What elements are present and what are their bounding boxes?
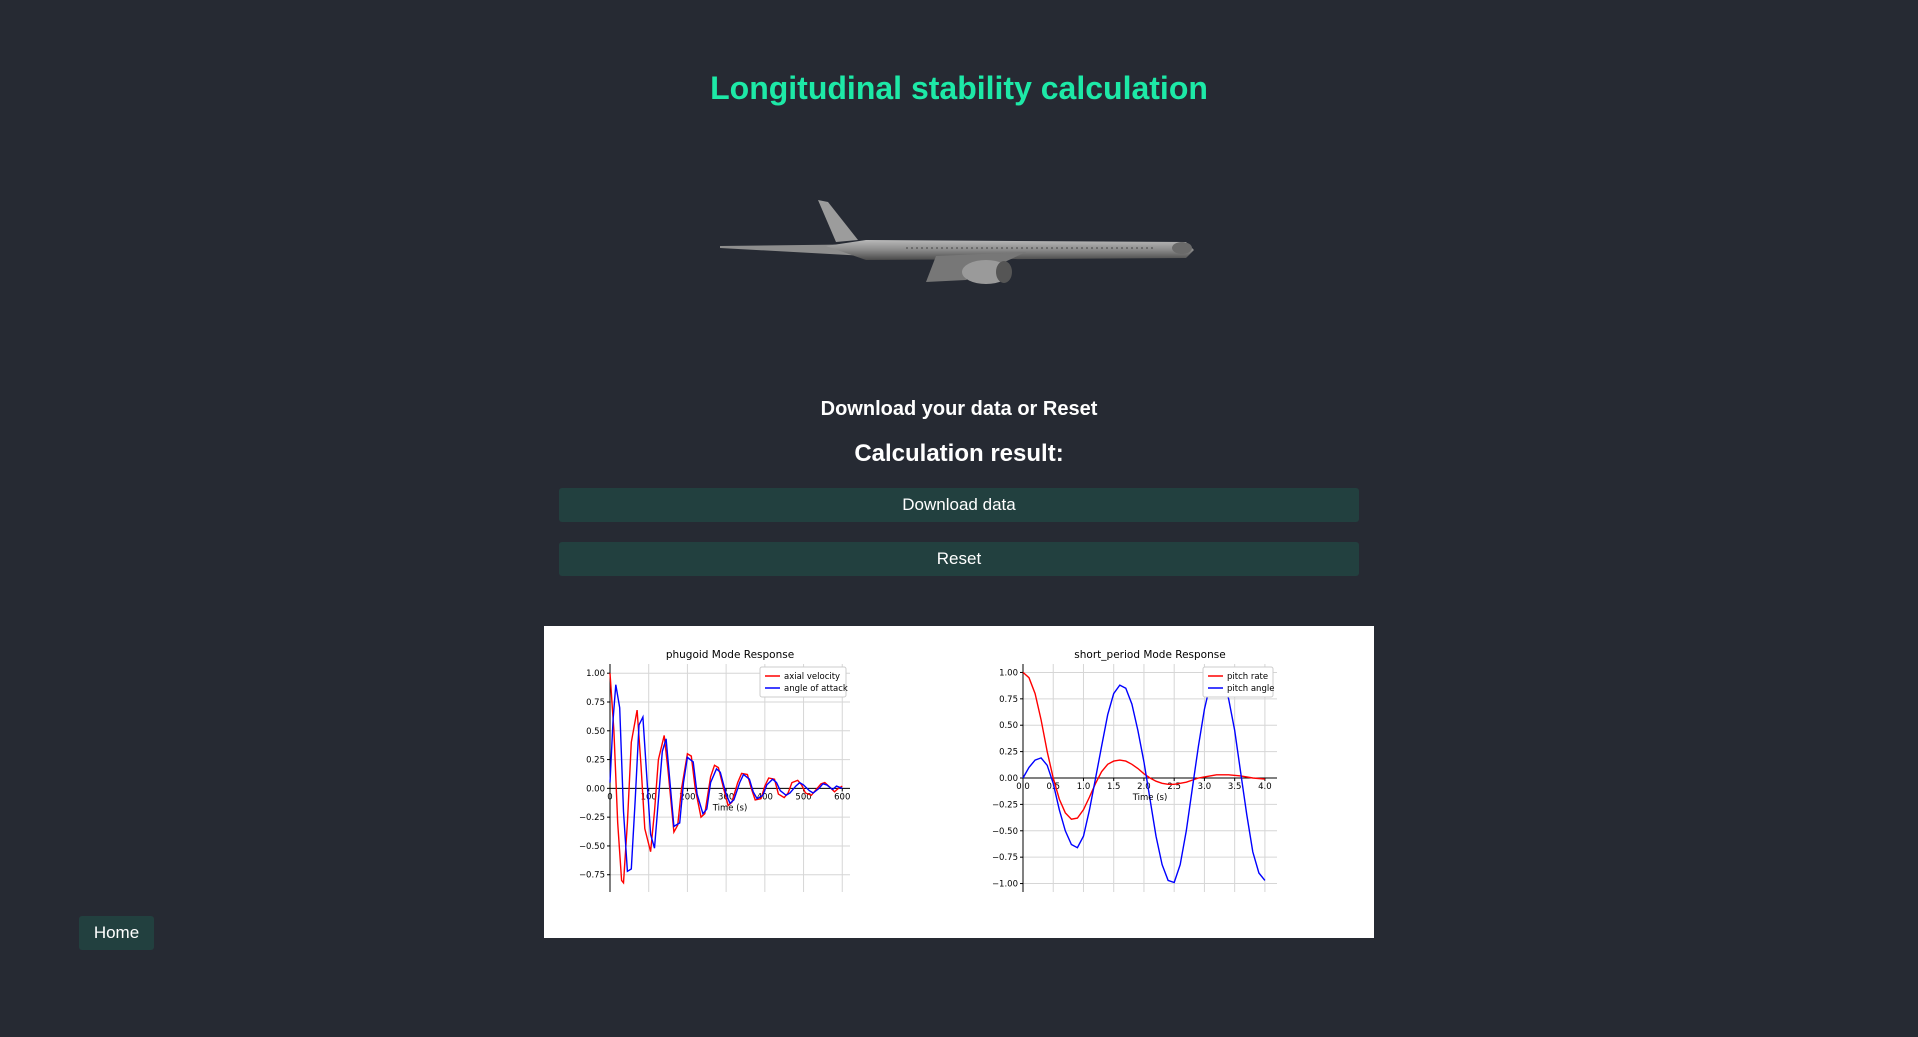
x-tick-label: 1.0 — [1077, 782, 1091, 792]
download-data-button[interactable]: Download data — [559, 488, 1359, 522]
legend-label: axial velocity — [784, 672, 840, 682]
x-tick-label: 0.0 — [1016, 782, 1030, 792]
y-tick-label: 1.00 — [586, 669, 605, 679]
page-title: Longitudinal stability calculation — [710, 70, 1208, 106]
legend-box — [759, 666, 847, 698]
x-axis-label: Time (s) — [712, 803, 748, 813]
y-tick-label: 0.50 — [999, 721, 1018, 731]
home-button[interactable]: Home — [79, 916, 154, 950]
legend-label: angle of attack — [784, 684, 848, 694]
series-line-axial-velocity — [609, 673, 843, 885]
x-tick-label: 200 — [679, 792, 695, 802]
y-tick-label: 0.75 — [586, 698, 605, 708]
charts-panel: 0 100 200 300 400 500 600 −0.75 −0.50 −0.25 0.00 0.… — [544, 626, 1374, 938]
chart-title: phugoid Mode Response — [666, 649, 794, 661]
x-tick-label: 500 — [795, 792, 811, 802]
calculation-result-heading: Calculation result: — [854, 440, 1064, 467]
x-tick-label: 0.5 — [1046, 782, 1060, 792]
y-tick-label: −0.25 — [579, 813, 605, 823]
y-tick-label: 0.25 — [999, 748, 1018, 758]
x-tick-label: 400 — [757, 792, 773, 802]
y-tick-label: 1.00 — [999, 668, 1018, 678]
y-tick-label: 0.25 — [586, 756, 605, 766]
y-tick-label: 0.00 — [586, 784, 605, 794]
chart-title: short_period Mode Response — [1074, 649, 1225, 661]
legend-label: pitch angle — [1227, 684, 1274, 694]
x-tick-label: 600 — [834, 792, 850, 802]
legend-box — [1202, 666, 1274, 698]
y-tick-label: −1.00 — [992, 880, 1018, 890]
reset-button[interactable]: Reset — [559, 542, 1359, 576]
x-tick-label: 3.5 — [1228, 782, 1242, 792]
y-tick-label: 0.50 — [586, 727, 605, 737]
x-tick-label: 2.0 — [1137, 782, 1151, 792]
x-tick-label: 1.5 — [1107, 782, 1121, 792]
y-tick-label: −0.25 — [992, 800, 1018, 810]
y-tick-label: −0.75 — [579, 871, 605, 881]
x-tick-label: 0 — [607, 792, 612, 802]
y-tick-label: 0.00 — [999, 774, 1018, 784]
download-or-reset-heading: Download your data or Reset — [820, 398, 1098, 420]
x-axis-label: Time (s) — [1132, 793, 1168, 803]
chart-1: 0 100 200 300 400 500 600−0.75−0.50−0.250.000.… — [579, 649, 850, 892]
series-line-pitch-rate — [1022, 671, 1265, 820]
x-tick-label: 2.5 — [1167, 782, 1181, 792]
y-tick-label: −0.50 — [579, 842, 605, 852]
charts-svg: 0 100 200 300 400 500 600−0.75−0.50−0.250.000.… — [579, 649, 1277, 892]
x-tick-label: 3.0 — [1198, 782, 1212, 792]
airplane-image — [720, 200, 1194, 284]
y-tick-label: −0.50 — [992, 827, 1018, 837]
y-tick-label: 0.75 — [999, 695, 1018, 705]
legend-label: pitch rate — [1227, 672, 1268, 682]
series-line-angle-of-attack — [609, 684, 843, 873]
x-tick-label: 4.0 — [1258, 782, 1272, 792]
chart-2: 0.0 0.5 1.0 1.5 2.0 2.5 3.0 3.5 4.0 −1.00 −0.75 −0.… — [992, 649, 1277, 892]
y-tick-label: −0.75 — [992, 853, 1018, 863]
